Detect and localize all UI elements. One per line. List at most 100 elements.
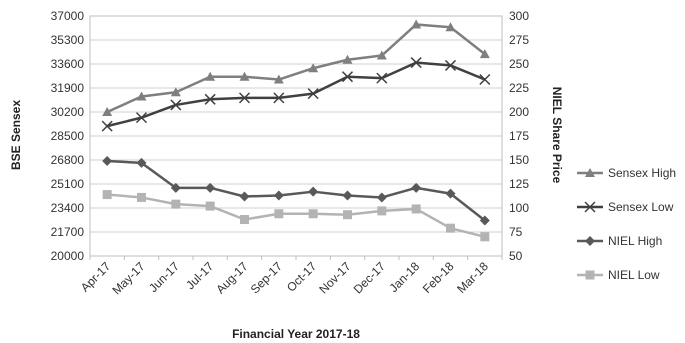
gridlines bbox=[89, 15, 503, 257]
triangle-marker bbox=[308, 63, 319, 73]
left-tick-label: 30200 bbox=[51, 105, 85, 119]
right-tick-label: 75 bbox=[509, 225, 523, 239]
legend-label: NIEL High bbox=[608, 234, 662, 248]
series-niel-low bbox=[102, 190, 490, 242]
triangle-marker bbox=[342, 54, 353, 64]
x-marker bbox=[479, 73, 491, 86]
x-marker bbox=[341, 71, 354, 83]
square-marker bbox=[446, 223, 455, 233]
diamond-marker bbox=[342, 190, 353, 201]
square-marker bbox=[137, 192, 146, 202]
square-marker bbox=[308, 209, 318, 219]
x-marker bbox=[307, 88, 319, 100]
right-axis-title: NIEL Share Price bbox=[550, 87, 564, 184]
x-tick-label: Apr-17 bbox=[78, 259, 114, 295]
square-marker bbox=[171, 199, 181, 209]
x-tick-label: Aug-17 bbox=[213, 259, 250, 296]
right-tick-label: 175 bbox=[509, 129, 529, 143]
right-tick-label: 100 bbox=[509, 201, 529, 215]
left-tick-label: 25100 bbox=[51, 177, 85, 191]
x-tick-label: Jan-18 bbox=[386, 259, 422, 295]
square-marker bbox=[377, 206, 387, 216]
x-tick-label: Jun-17 bbox=[146, 259, 182, 295]
diamond-marker bbox=[445, 188, 456, 199]
right-tick-label: 125 bbox=[509, 177, 529, 191]
x-marker bbox=[273, 92, 285, 104]
diamond-marker bbox=[376, 192, 387, 203]
right-tick-label: 150 bbox=[509, 153, 529, 167]
x-tick-label: Mar-18 bbox=[454, 259, 491, 296]
x-tick-label: Nov-17 bbox=[316, 259, 353, 296]
diamond-marker bbox=[102, 155, 113, 166]
x-marker bbox=[584, 201, 596, 213]
series-line bbox=[106, 23, 486, 114]
x-marker bbox=[444, 59, 457, 71]
x-marker bbox=[376, 72, 388, 84]
legend-label: Sensex High bbox=[608, 166, 676, 180]
left-tick-label: 21700 bbox=[51, 225, 85, 239]
legend-item: Sensex High bbox=[577, 166, 676, 180]
series-niel-high bbox=[102, 155, 490, 226]
left-tick-label: 23400 bbox=[51, 201, 85, 215]
triangle-marker bbox=[585, 168, 595, 177]
diamond-marker bbox=[170, 182, 181, 193]
square-marker bbox=[480, 232, 490, 242]
series-sensex-low bbox=[101, 57, 491, 132]
x-marker bbox=[204, 93, 216, 105]
legend-label: Sensex Low bbox=[608, 200, 674, 214]
legend-item: NIEL Low bbox=[577, 268, 660, 282]
x-tick-label: Oct-17 bbox=[284, 259, 320, 295]
diamond-marker bbox=[205, 182, 216, 193]
triangle-marker bbox=[170, 87, 181, 97]
triangle-marker bbox=[136, 91, 147, 101]
left-tick-label: 37000 bbox=[51, 9, 85, 23]
diamond-marker bbox=[239, 191, 250, 202]
legend: Sensex High Sensex Low NIEL High NIEL Low bbox=[577, 166, 676, 282]
series-line bbox=[106, 61, 486, 128]
right-tick-label: 225 bbox=[509, 81, 529, 95]
x-tick-label: Feb-18 bbox=[420, 259, 457, 296]
diamond-marker bbox=[136, 157, 147, 168]
x-tick-label: Jul-17 bbox=[183, 259, 216, 292]
left-tick-label: 28500 bbox=[51, 129, 85, 143]
triangle-marker bbox=[102, 107, 113, 116]
series-lines bbox=[101, 19, 491, 242]
x-marker bbox=[135, 112, 148, 124]
triangle-marker bbox=[445, 22, 456, 32]
right-tick-label: 275 bbox=[509, 33, 529, 47]
diamond-marker bbox=[273, 190, 284, 201]
left-tick-label: 31900 bbox=[51, 81, 85, 95]
left-tick-label: 33600 bbox=[51, 57, 85, 71]
diamond-marker bbox=[585, 236, 595, 246]
legend-item: NIEL High bbox=[577, 234, 662, 248]
right-axis-ticks: 50 75 100 125 150 175 200 225 250 275 300 bbox=[509, 9, 529, 263]
left-tick-label: 26800 bbox=[51, 153, 85, 167]
right-tick-label: 200 bbox=[509, 105, 529, 119]
square-marker bbox=[240, 215, 249, 225]
square-marker bbox=[343, 210, 352, 220]
right-tick-label: 300 bbox=[509, 9, 529, 23]
x-marker bbox=[238, 92, 251, 104]
triangle-marker bbox=[205, 71, 216, 81]
x-tick-label: Dec-17 bbox=[351, 259, 388, 296]
triangle-marker bbox=[411, 19, 422, 29]
left-axis-ticks: 20000 21700 23400 25100 26800 28500 30200 31900… bbox=[51, 9, 85, 263]
series-line bbox=[107, 159, 486, 222]
left-tick-label: 20000 bbox=[51, 249, 85, 263]
square-marker bbox=[102, 190, 112, 200]
square-marker bbox=[205, 201, 215, 211]
diamond-marker bbox=[479, 215, 490, 226]
series-sensex-high bbox=[102, 19, 490, 116]
triangle-marker bbox=[273, 74, 284, 84]
x-tick-label: May-17 bbox=[109, 259, 147, 297]
square-marker bbox=[585, 270, 595, 280]
left-tick-label: 35300 bbox=[51, 33, 85, 47]
legend-item: Sensex Low bbox=[577, 200, 674, 214]
square-marker bbox=[411, 204, 421, 214]
x-axis-title: Financial Year 2017-18 bbox=[232, 327, 360, 341]
square-marker bbox=[274, 209, 284, 219]
diamond-marker bbox=[308, 186, 319, 197]
right-tick-label: 50 bbox=[509, 249, 523, 263]
left-axis-title: BSE Sensex bbox=[9, 100, 23, 170]
